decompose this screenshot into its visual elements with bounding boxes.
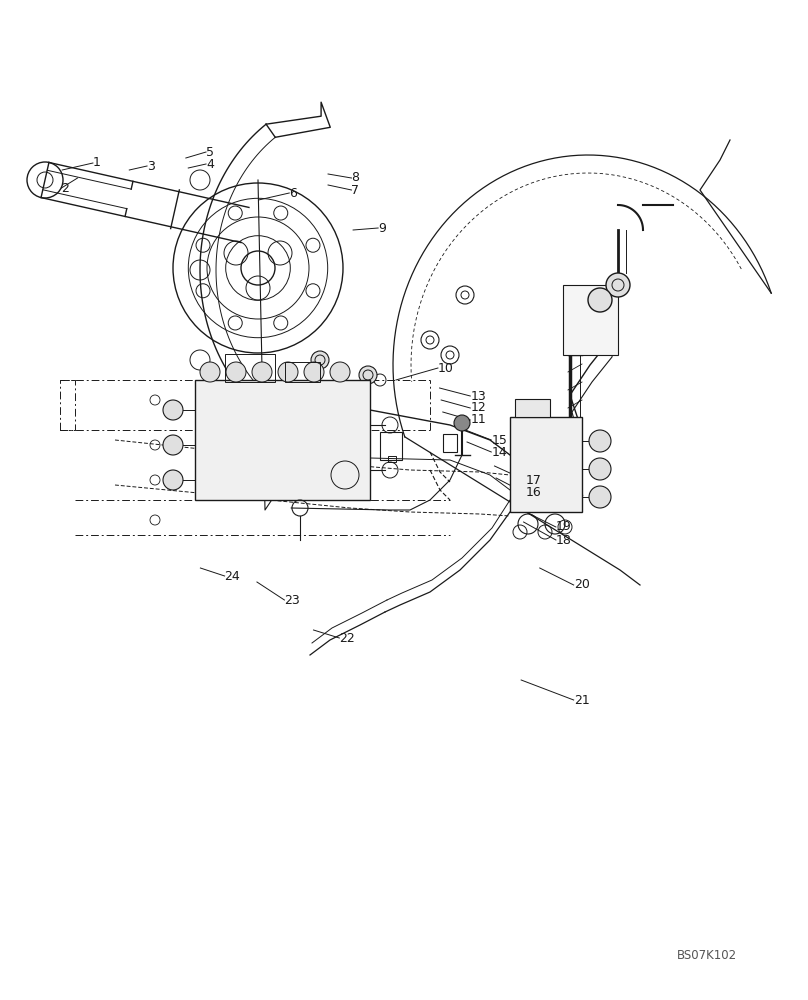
Text: 21: 21 (574, 694, 589, 706)
Circle shape (304, 362, 324, 382)
Text: 11: 11 (470, 413, 486, 426)
Text: 23: 23 (284, 593, 300, 606)
Text: 17: 17 (525, 474, 541, 487)
Text: 13: 13 (470, 389, 486, 402)
Text: 7: 7 (351, 184, 360, 196)
Circle shape (163, 400, 183, 420)
Text: 8: 8 (351, 171, 360, 184)
Text: 24: 24 (225, 569, 240, 582)
Text: 18: 18 (556, 534, 572, 546)
Text: 12: 12 (470, 401, 486, 414)
Circle shape (606, 273, 630, 297)
Circle shape (589, 486, 611, 508)
Circle shape (200, 362, 220, 382)
Text: 16: 16 (525, 487, 541, 499)
Text: 3: 3 (147, 159, 155, 172)
Text: 6: 6 (289, 187, 297, 200)
Text: BS07K102: BS07K102 (677, 949, 737, 962)
Bar (195, 380, 370, 500)
Text: 1: 1 (93, 156, 101, 169)
Circle shape (454, 415, 470, 431)
Bar (388, 456, 396, 462)
Bar (285, 362, 320, 382)
Bar (225, 354, 275, 382)
Bar (563, 285, 618, 355)
Bar (443, 434, 457, 452)
Text: 20: 20 (574, 578, 590, 591)
Text: 2: 2 (61, 182, 69, 194)
Text: 19: 19 (556, 520, 571, 534)
Bar (515, 399, 550, 417)
Circle shape (588, 288, 612, 312)
Circle shape (252, 362, 272, 382)
Text: 5: 5 (206, 145, 214, 158)
Circle shape (589, 430, 611, 452)
Bar (380, 432, 402, 460)
Bar (510, 417, 582, 512)
Text: 9: 9 (378, 222, 386, 234)
Text: 14: 14 (491, 446, 507, 458)
Text: 15: 15 (491, 434, 507, 446)
Circle shape (163, 435, 183, 455)
Circle shape (226, 362, 246, 382)
Circle shape (163, 470, 183, 490)
Text: 22: 22 (339, 632, 355, 645)
Text: 10: 10 (438, 361, 454, 374)
Circle shape (359, 366, 377, 384)
Text: 4: 4 (206, 157, 214, 170)
Circle shape (330, 362, 350, 382)
Circle shape (278, 362, 298, 382)
Circle shape (311, 351, 329, 369)
Circle shape (589, 458, 611, 480)
